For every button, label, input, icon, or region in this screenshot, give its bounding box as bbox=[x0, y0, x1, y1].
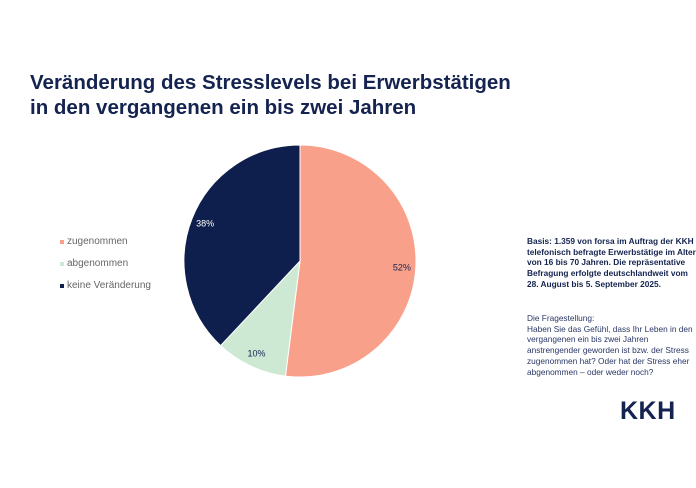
pie-slice-1 bbox=[219, 259, 301, 377]
question-heading: Die Fragestellung: bbox=[527, 313, 595, 323]
legend-label: abgenommen bbox=[67, 258, 129, 269]
legend-item-keine-veraenderung: keine Veränderung bbox=[60, 280, 151, 291]
question-text: Haben Sie das Gefühl, dass Ihr Leben in … bbox=[527, 323, 693, 377]
legend-label: keine Veränderung bbox=[67, 280, 151, 291]
data-label-0: 52% bbox=[393, 262, 411, 272]
data-label-1: 10% bbox=[248, 348, 266, 358]
legend-swatch bbox=[60, 261, 64, 266]
legend-item-zugenommen: zugenommen bbox=[60, 236, 128, 247]
title-line-2: in den vergangenen ein bis zwei Jahren bbox=[30, 96, 417, 119]
legend-item-abgenommen: abgenommen bbox=[60, 258, 128, 269]
legend-label: zugenommen bbox=[67, 236, 128, 247]
legend-swatch bbox=[60, 283, 64, 288]
pie-slice-2 bbox=[183, 144, 301, 347]
basis-note: Basis: 1.359 von forsa im Auftrag der KK… bbox=[527, 236, 696, 289]
title-line-1: Veränderung des Stresslevels bei Erwerbs… bbox=[30, 71, 511, 94]
data-label-2: 38% bbox=[196, 218, 214, 228]
question-note: Die Fragestellung: Haben Sie das Gefühl,… bbox=[527, 313, 696, 377]
legend-swatch bbox=[60, 239, 64, 244]
pie-slice-0 bbox=[284, 144, 417, 378]
kkh-logo: KKH bbox=[620, 397, 676, 425]
chart-title: Veränderung des Stresslevels bei Erwerbs… bbox=[30, 70, 511, 120]
